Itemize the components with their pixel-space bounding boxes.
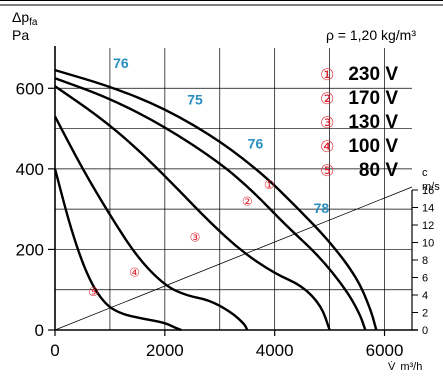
y-tick-label: 400 bbox=[16, 160, 44, 179]
y-axis-unit: Pa bbox=[12, 27, 29, 43]
curve-markers: ①② ③ ④ ⑤ bbox=[88, 178, 275, 299]
legend-label-1: 230 V bbox=[348, 64, 398, 85]
y-tick-label: 0 bbox=[35, 321, 44, 340]
x-tick-label: 0 bbox=[50, 341, 59, 360]
system-characteristic-line bbox=[54, 186, 413, 331]
curve-1 bbox=[54, 69, 378, 331]
legend-label-2: 170 V bbox=[348, 88, 398, 109]
legend-label-4: 100 V bbox=[348, 136, 398, 157]
legend-marker-4: ④ bbox=[320, 139, 334, 156]
x-tick-label: 4000 bbox=[256, 341, 294, 360]
curve-3 bbox=[54, 85, 331, 331]
efficiency-label: 78 bbox=[314, 200, 330, 216]
legend-marker-1: ① bbox=[320, 67, 334, 84]
right-tick-label: 4 bbox=[422, 290, 428, 302]
cropped-header-strip bbox=[0, 0, 443, 6]
curve-marker-4: ④ bbox=[129, 266, 140, 280]
right-axis-label: c bbox=[422, 167, 428, 179]
right-tick-label: 12 bbox=[422, 220, 434, 232]
efficiency-label: 76 bbox=[113, 55, 129, 71]
right-tick-label: 10 bbox=[422, 238, 434, 250]
curve-marker-1: ① bbox=[264, 178, 275, 192]
x-axis-unit: V̇ m³/h bbox=[388, 360, 422, 373]
grid bbox=[55, 48, 412, 330]
efficiency-label: 76 bbox=[248, 136, 264, 152]
curve-marker-2: ② bbox=[242, 194, 253, 208]
x-tick-label: 6000 bbox=[366, 341, 404, 360]
efficiency-label: 75 bbox=[187, 91, 203, 107]
curve-marker-3: ③ bbox=[190, 231, 201, 245]
curves bbox=[53, 69, 378, 332]
curve-4 bbox=[53, 115, 249, 331]
legend-marker-5: ⑤ bbox=[320, 163, 334, 180]
right-axis-ticks: 0 2 4 6 8 10 12 14 16 bbox=[412, 185, 434, 337]
legend-marker-3: ③ bbox=[320, 115, 334, 132]
right-tick-label: 2 bbox=[422, 308, 428, 320]
legend-label-3: 130 V bbox=[348, 112, 398, 133]
right-tick-label: 14 bbox=[422, 203, 434, 215]
legend: ① 230 V ② 170 V ③ 130 V ④ 100 V ⑤ 80 V bbox=[320, 64, 398, 181]
efficiency-labels: 76 75 76 78 bbox=[113, 55, 329, 216]
right-axis-unit: m/s bbox=[422, 181, 440, 193]
y-tick-label: 200 bbox=[16, 240, 44, 259]
tick-labels: 0 2000 4000 6000 0 200 400 600 bbox=[16, 79, 404, 360]
curve-marker-5: ⑤ bbox=[88, 285, 99, 299]
system-line bbox=[54, 186, 413, 331]
density-label: ρ = 1,20 kg/m³ bbox=[326, 27, 416, 43]
legend-marker-2: ② bbox=[320, 91, 334, 108]
curve-5 bbox=[53, 168, 182, 332]
y-axis-label: Δpfa bbox=[12, 9, 38, 28]
right-tick-label: 0 bbox=[422, 325, 428, 337]
right-tick-label: 8 bbox=[422, 255, 428, 267]
right-tick-label: 6 bbox=[422, 273, 428, 285]
legend-label-5: 80 V bbox=[359, 160, 398, 181]
curve-2 bbox=[54, 77, 367, 331]
y-tick-label: 600 bbox=[16, 79, 44, 98]
x-tick-label: 2000 bbox=[146, 341, 184, 360]
right-tick-label: 16 bbox=[422, 185, 434, 197]
